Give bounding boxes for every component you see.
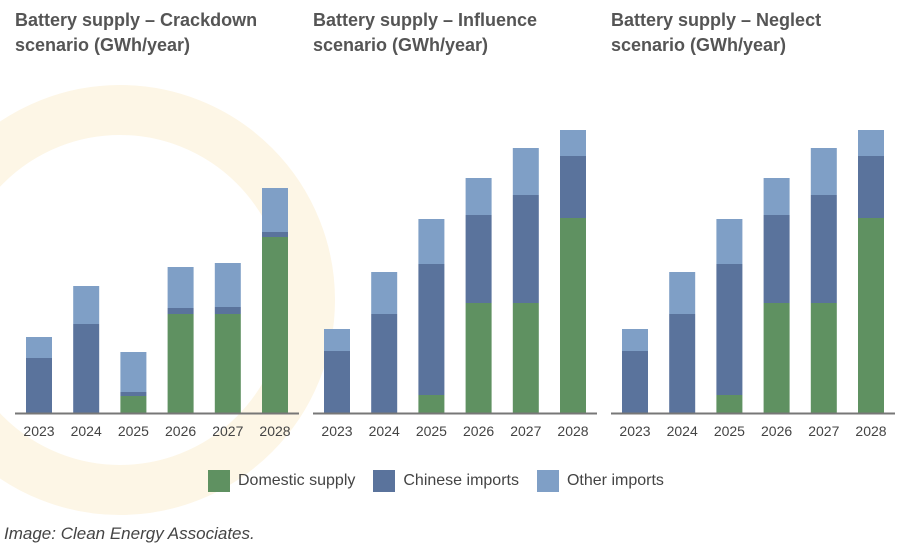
bar-domestic-supply-2026 xyxy=(167,314,194,413)
bar-other-imports-2028 xyxy=(560,130,586,156)
bar-chinese-imports-2025 xyxy=(418,264,445,395)
bar-other-imports-2025 xyxy=(418,219,445,264)
bar-chinese-imports-2026 xyxy=(167,308,194,314)
bar-chinese-imports-2025 xyxy=(120,392,147,396)
x-tick-label: 2028 xyxy=(855,423,886,439)
bar-chinese-imports-2026 xyxy=(763,215,790,303)
bar-domestic-supply-2025 xyxy=(418,395,445,413)
x-tick-label: 2023 xyxy=(23,423,54,439)
x-tick-label: 2026 xyxy=(761,423,792,439)
x-tick-label: 2028 xyxy=(259,423,290,439)
bar-other-imports-2026 xyxy=(167,267,194,308)
bar-domestic-supply-2027 xyxy=(214,314,241,413)
bar-chinese-imports-2026 xyxy=(465,215,492,303)
legend-swatch xyxy=(373,470,396,492)
bar-domestic-supply-2028 xyxy=(560,218,586,413)
x-tick-label: 2024 xyxy=(71,423,102,439)
bar-other-imports-2025 xyxy=(120,352,147,392)
bar-domestic-supply-2025 xyxy=(716,395,743,413)
bar-other-imports-2027 xyxy=(810,148,837,195)
bar-other-imports-2024 xyxy=(371,272,398,314)
x-tick-label: 2026 xyxy=(463,423,494,439)
bar-chinese-imports-2023 xyxy=(622,351,648,413)
chart-title-crackdown: Battery supply – Crackdown scenario (GWh/… xyxy=(15,10,258,55)
x-tick-label: 2025 xyxy=(118,423,149,439)
bar-other-imports-2023 xyxy=(324,329,350,351)
bar-other-imports-2026 xyxy=(763,178,790,215)
x-tick-label: 2027 xyxy=(808,423,839,439)
x-tick-label: 2025 xyxy=(714,423,745,439)
bar-chinese-imports-2023 xyxy=(26,358,52,413)
bar-other-imports-2028 xyxy=(858,130,884,156)
bar-domestic-supply-2027 xyxy=(512,303,539,413)
image-caption: Image: Clean Energy Associates. xyxy=(4,524,255,543)
bar-chinese-imports-2027 xyxy=(810,195,837,303)
legend-item-domestic: Domestic supply xyxy=(208,470,355,492)
x-tick-label: 2028 xyxy=(557,423,588,439)
bar-other-imports-2024 xyxy=(73,286,100,324)
bar-domestic-supply-2028 xyxy=(262,237,288,413)
background-decoration xyxy=(0,85,335,515)
bar-domestic-supply-2026 xyxy=(465,303,492,413)
legend-item-chinese: Chinese imports xyxy=(373,470,519,492)
bar-other-imports-2027 xyxy=(214,263,241,307)
bar-domestic-supply-2028 xyxy=(858,218,884,413)
bar-chinese-imports-2023 xyxy=(324,351,350,413)
legend-swatch xyxy=(536,470,559,492)
bar-other-imports-2023 xyxy=(26,337,52,358)
bar-domestic-supply-2025 xyxy=(120,396,147,413)
bar-chinese-imports-2027 xyxy=(512,195,539,303)
x-tick-label: 2027 xyxy=(510,423,541,439)
x-tick-label: 2024 xyxy=(369,423,400,439)
x-tick-label: 2023 xyxy=(321,423,352,439)
legend-label: Chinese imports xyxy=(403,472,519,489)
bar-other-imports-2023 xyxy=(622,329,648,351)
bar-chinese-imports-2027 xyxy=(214,307,241,314)
bar-other-imports-2025 xyxy=(716,219,743,264)
chart-title-neglect: Battery supply – Neglect scenario (GWh/ye… xyxy=(611,10,822,55)
charts-area: 2023 2024 2025 2026 2027 2028 2023 2024 2025 2026… xyxy=(15,130,895,439)
bar-other-imports-2027 xyxy=(512,148,539,195)
legend-label: Domestic supply xyxy=(238,472,356,489)
bar-chinese-imports-2024 xyxy=(669,314,696,413)
bar-chinese-imports-2025 xyxy=(716,264,743,395)
x-tick-label: 2025 xyxy=(416,423,447,439)
bar-chinese-imports-2028 xyxy=(858,156,884,218)
bar-domestic-supply-2026 xyxy=(763,303,790,413)
x-tick-label: 2024 xyxy=(667,423,698,439)
bar-chinese-imports-2028 xyxy=(560,156,586,218)
chart-title-influence: Battery supply – Influence scenario (GWh/… xyxy=(313,10,538,55)
bar-chinese-imports-2024 xyxy=(371,314,398,413)
bar-chinese-imports-2028 xyxy=(262,232,288,237)
legend: Domestic supply Chinese imports Other im… xyxy=(208,470,664,492)
bar-other-imports-2026 xyxy=(465,178,492,215)
bar-domestic-supply-2027 xyxy=(810,303,837,413)
x-tick-label: 2027 xyxy=(212,423,243,439)
legend-item-other: Other imports xyxy=(536,470,664,492)
bar-other-imports-2028 xyxy=(262,188,288,232)
x-tick-label: 2023 xyxy=(619,423,650,439)
bar-other-imports-2024 xyxy=(669,272,696,314)
legend-label: Other imports xyxy=(566,472,664,489)
legend-swatch xyxy=(208,470,230,492)
x-tick-label: 2026 xyxy=(165,423,196,439)
bar-chinese-imports-2024 xyxy=(73,324,100,413)
